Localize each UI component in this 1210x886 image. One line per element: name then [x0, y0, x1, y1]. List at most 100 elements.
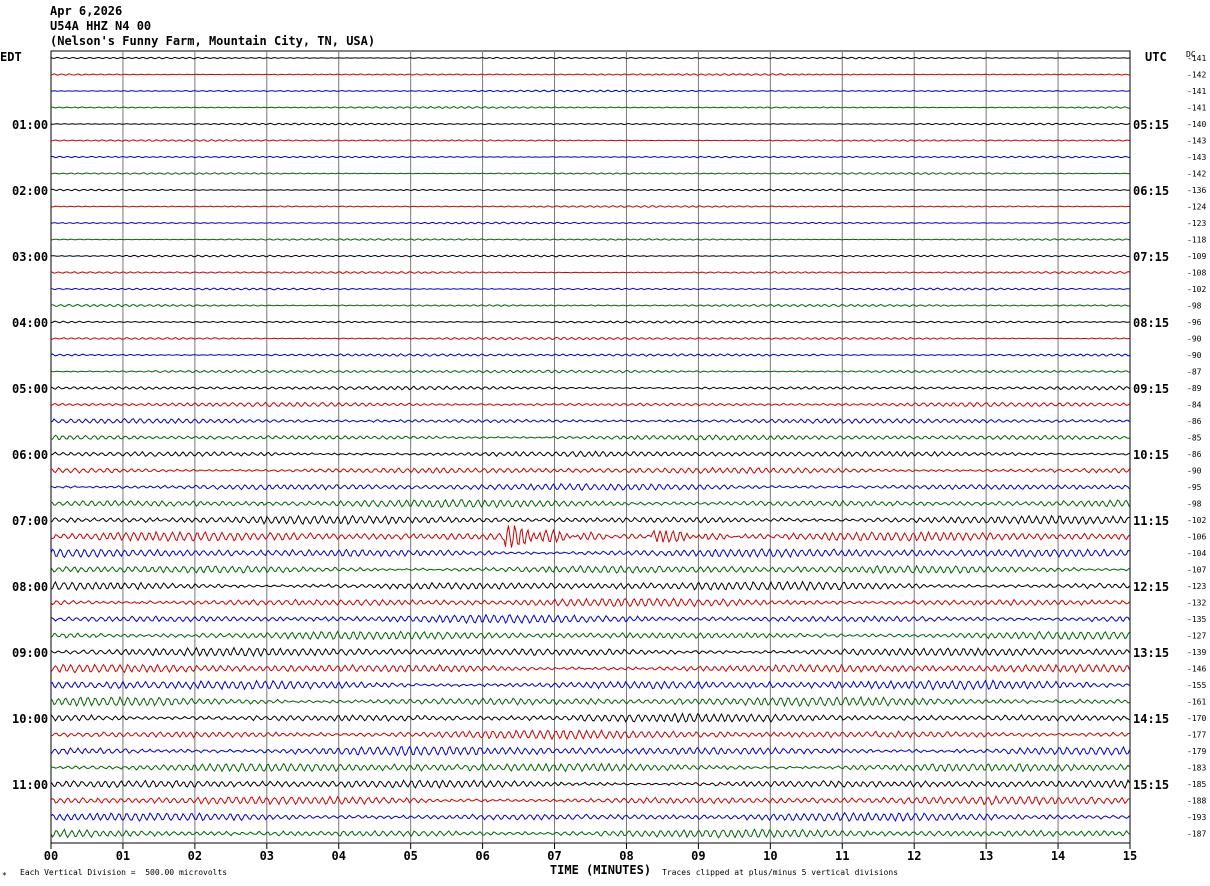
footer-mark: *: [2, 871, 7, 880]
trace-row: [50, 122, 1130, 126]
trace-row: [50, 729, 1130, 741]
trace-row: [50, 188, 1130, 192]
dc-offset-label: -127: [1187, 632, 1206, 641]
x-tick-label: 01: [116, 849, 130, 863]
dc-offset-label: -185: [1187, 780, 1206, 789]
trace-row: [50, 466, 1130, 475]
right-time-label: 07:15: [1133, 250, 1169, 264]
trace-row: [50, 828, 1130, 839]
trace-row: [50, 353, 1130, 357]
footer-clipping: Traces clipped at plus/minus 5 vertical …: [662, 868, 899, 877]
left-time-label: 01:00: [12, 118, 48, 132]
dc-offset-label: -102: [1187, 516, 1206, 525]
trace-row: [50, 205, 1130, 208]
dc-offset-label: -84: [1187, 401, 1202, 410]
trace-row: [50, 712, 1130, 724]
trace-row: [50, 271, 1130, 274]
x-tick-label: 15: [1123, 849, 1137, 863]
trace-row: [50, 221, 1130, 225]
right-time-label: 08:15: [1133, 316, 1169, 330]
trace-row: [50, 254, 1130, 258]
dc-offset-label: -143: [1187, 137, 1206, 146]
trace-row: [50, 172, 1130, 175]
trace-row: [50, 695, 1130, 708]
x-tick-label: 12: [907, 849, 921, 863]
dc-offset-label: -108: [1187, 269, 1206, 278]
left-time-label: 09:00: [12, 646, 48, 660]
trace-row: [50, 450, 1130, 458]
trace-row: [50, 745, 1130, 757]
trace-row: [50, 762, 1130, 773]
trace-row: [50, 663, 1130, 674]
dc-offset-label: -155: [1187, 681, 1206, 690]
right-time-label: 12:15: [1133, 580, 1169, 594]
x-tick-label: 00: [44, 849, 58, 863]
dc-offset-label: -104: [1187, 549, 1206, 558]
dc-offset-label: -179: [1187, 747, 1206, 756]
dc-offset-label: -188: [1187, 797, 1206, 806]
left-time-label: 10:00: [12, 712, 48, 726]
dc-offset-label: -143: [1187, 153, 1206, 162]
dc-offset-label: -123: [1187, 582, 1206, 591]
right-time-label: 14:15: [1133, 712, 1169, 726]
right-time-label: 06:15: [1133, 184, 1169, 198]
dc-offset-label: -142: [1187, 71, 1206, 80]
dc-offset-label: -141: [1187, 87, 1206, 96]
left-time-label: 02:00: [12, 184, 48, 198]
dc-offset-label: -140: [1187, 120, 1206, 129]
header-location: (Nelson's Funny Farm, Mountain City, TN,…: [50, 34, 376, 48]
right-axis-label: UTC: [1145, 50, 1167, 64]
trace-row: [50, 498, 1130, 509]
dc-offset-label: -123: [1187, 219, 1206, 228]
left-time-label: 08:00: [12, 580, 48, 594]
dc-offset-label: -187: [1187, 830, 1206, 839]
trace-row: [50, 303, 1130, 308]
trace-row: [50, 238, 1130, 241]
dc-offset-label: -90: [1187, 335, 1202, 344]
trace-row: [50, 778, 1130, 790]
x-tick-label: 02: [188, 849, 202, 863]
dc-offset-label: -146: [1187, 665, 1206, 674]
x-tick-label: 04: [332, 849, 346, 863]
trace-row: [50, 564, 1130, 575]
x-axis-label: TIME (MINUTES): [550, 863, 651, 877]
left-time-label: 03:00: [12, 250, 48, 264]
trace-row: [50, 613, 1130, 625]
trace-row: [51, 139, 1130, 142]
x-tick-label: 13: [979, 849, 993, 863]
x-tick-label: 05: [403, 849, 417, 863]
x-tick-label: 14: [1051, 849, 1065, 863]
trace-row: [50, 434, 1130, 441]
dc-offset-label: -96: [1187, 318, 1202, 327]
x-tick-label: 10: [763, 849, 777, 863]
x-tick-label: 11: [835, 849, 849, 863]
trace-row: [50, 811, 1130, 823]
plot-frame: [50, 50, 1131, 844]
dc-offset-label: -141: [1187, 54, 1206, 63]
trace-row: [50, 597, 1130, 608]
left-time-label: 06:00: [12, 448, 48, 462]
dc-offset-label: -139: [1187, 648, 1206, 657]
right-time-label: 15:15: [1133, 778, 1169, 792]
dc-offset-label: -90: [1187, 351, 1202, 360]
dc-offset-label: -170: [1187, 714, 1206, 723]
trace-row: [50, 320, 1130, 324]
dc-offset-label: -118: [1187, 236, 1206, 245]
trace-row: [50, 56, 1130, 60]
dc-offset-label: -95: [1187, 483, 1202, 492]
trace-row: [50, 89, 1130, 93]
dc-offset-label: -183: [1187, 764, 1206, 773]
dc-offset-label: -106: [1187, 533, 1206, 542]
footer-vertical-division: Each Vertical Division = 500.00 microvol…: [20, 868, 228, 877]
trace-row: [50, 580, 1130, 592]
dc-offset-label: -107: [1187, 566, 1206, 575]
trace-row: [50, 336, 1130, 341]
dc-offset-label: -86: [1187, 450, 1202, 459]
trace-row: [50, 482, 1130, 492]
dc-offset-label: -98: [1187, 302, 1202, 311]
left-time-label: 05:00: [12, 382, 48, 396]
trace-row: [50, 287, 1130, 291]
right-time-label: 10:15: [1133, 448, 1169, 462]
dc-offset-label: -177: [1187, 731, 1206, 740]
